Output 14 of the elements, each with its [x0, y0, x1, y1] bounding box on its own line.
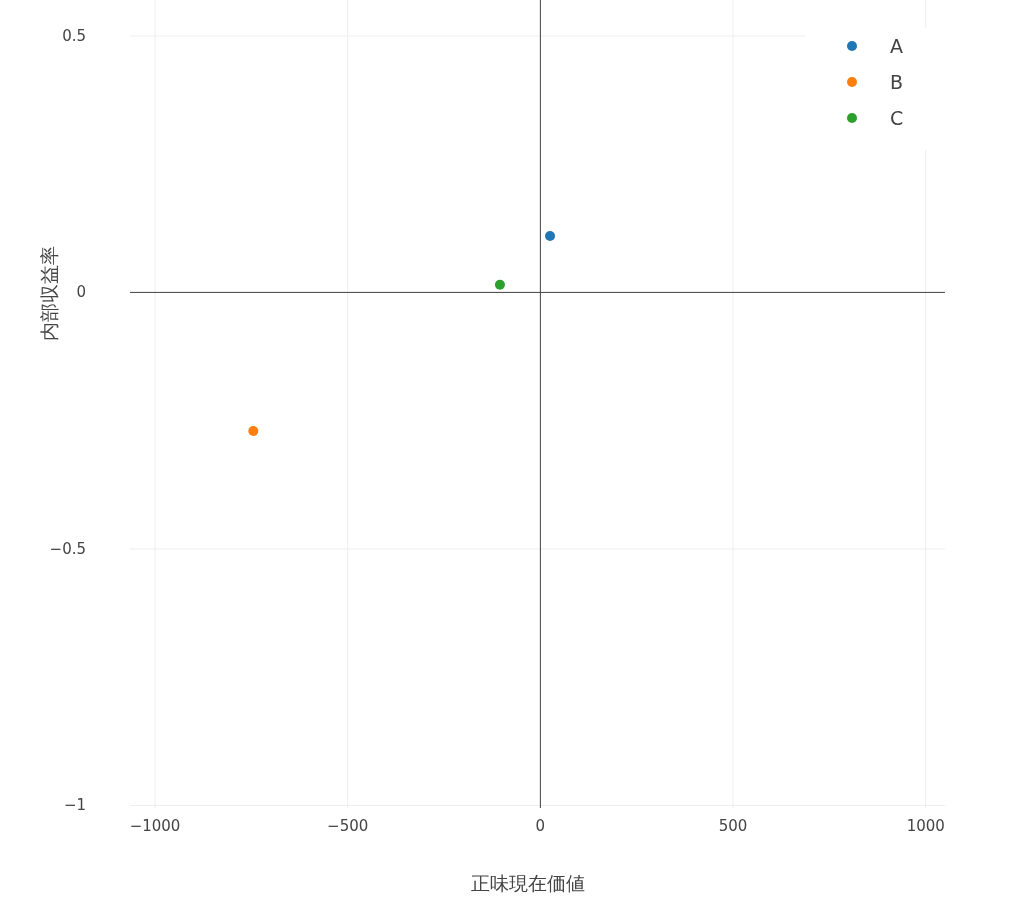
x-tick-label: −1000 — [129, 817, 181, 835]
legend-label: B — [890, 71, 904, 93]
x-tick-label: 500 — [718, 817, 748, 835]
legend-label: A — [890, 35, 903, 57]
x-tick-label: 1000 — [906, 817, 945, 835]
x-axis-title: 正味現在価値 — [470, 872, 585, 894]
y-tick-label: −1 — [63, 796, 86, 815]
legend-label: C — [890, 107, 904, 129]
y-tick-label: 0 — [76, 283, 86, 302]
y-tick-label: 0.5 — [62, 26, 86, 45]
y-axis-title: 内部収益率 — [38, 245, 60, 341]
y-tick-label: −0.5 — [49, 539, 86, 558]
x-tick-label: 0 — [535, 817, 546, 835]
x-tick-label: −500 — [327, 817, 369, 835]
